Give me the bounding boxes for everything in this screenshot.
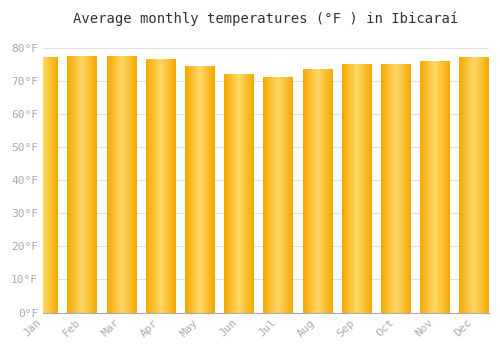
Title: Average monthly temperatures (°F ) in Ibicaraí: Average monthly temperatures (°F ) in Ib…: [74, 11, 458, 26]
